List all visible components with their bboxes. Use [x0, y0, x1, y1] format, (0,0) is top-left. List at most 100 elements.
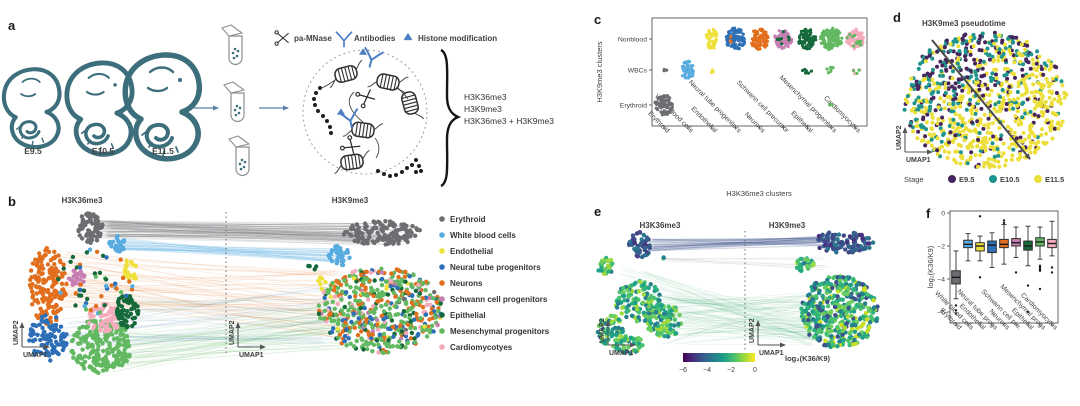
xtick-label: Neurons: [743, 111, 767, 135]
umap2-axis-label: UMAP2: [896, 125, 903, 150]
scissors-icon: [274, 30, 289, 46]
panel-a-schematic: E9.5 E10.5 E11.5 pa-MNase Antibodies Histone …: [1, 24, 554, 188]
embryo-drawing: [122, 52, 203, 162]
panel-d-title: H3K9me3 pseudotime: [922, 19, 1006, 28]
method-legend-histone-modification: Histone modification: [418, 34, 497, 43]
umap-title-h3k36me3: H3K36me3: [62, 196, 103, 205]
panel-f-letter: f: [926, 206, 931, 221]
outlier-dot: [1038, 287, 1042, 291]
x-axis-title: H3K36me3 clusters: [726, 189, 792, 198]
output-track-label: H3K36me3: [464, 92, 507, 102]
stage-swatch: [989, 175, 997, 183]
outlier-dot: [1002, 221, 1006, 225]
embryo-stage-label: E11.5: [152, 146, 174, 156]
legend-swatch: [439, 328, 445, 334]
legend-item-label: Cardiomycotyes: [450, 343, 513, 352]
stage-legend-title: Stage: [904, 175, 924, 184]
umap1-axis-label: UMAP1: [239, 352, 264, 359]
outlier-dot: [1038, 267, 1042, 271]
legend-swatch: [439, 312, 445, 318]
ytick-label: WBCs: [628, 68, 648, 75]
umap2-axis-label: UMAP2: [13, 320, 20, 345]
nucleosome-icon: [329, 59, 363, 89]
ytick-label: −2: [937, 244, 945, 251]
colorbar-tick-label: −2: [727, 367, 735, 374]
box: [975, 242, 985, 252]
outlier-dot: [1038, 269, 1042, 272]
panel-e-letter: e: [594, 204, 602, 219]
ytick-label: Erythroid: [620, 103, 647, 110]
legend-item-label: Erythroid: [450, 215, 486, 224]
embryo-stage-label: E9.5: [24, 146, 42, 156]
colorbar-tick-label: −4: [703, 367, 711, 374]
nucleosome-icon: [367, 73, 409, 91]
ytick-label: −4: [937, 277, 945, 284]
triangle-icon: [337, 108, 345, 115]
output-track-label: H3K9me3: [464, 104, 502, 114]
sample-tube: [228, 135, 251, 177]
nucleus-circle: [302, 49, 428, 175]
outlier-dot: [1038, 266, 1042, 269]
legend-item-label: Neural tube progenitors: [450, 263, 541, 272]
colorbar-tick-label: 0: [753, 367, 757, 374]
outlier-dot: [1050, 271, 1054, 274]
outlier-dot: [1014, 271, 1018, 274]
ytick-label: Nonblood: [618, 37, 647, 44]
xtick-label: Epithelial: [789, 110, 814, 135]
panel-b-letter: b: [8, 194, 16, 209]
legend-swatch: [439, 296, 445, 302]
outlier-dot: [954, 309, 958, 312]
umap1-axis-label: UMAP1: [609, 350, 634, 357]
legend-swatch: [439, 216, 445, 222]
outlier-dot: [1038, 264, 1042, 267]
outlier-dot: [1050, 266, 1054, 269]
nucleosome-icon: [395, 86, 425, 120]
box: [987, 240, 997, 254]
antibody-icon: [364, 46, 384, 68]
y-axis-title: log₂(K36/K9): [926, 245, 935, 288]
umap1-axis-label: UMAP1: [906, 157, 931, 164]
stage-swatch: [948, 175, 956, 183]
panel-a-letter: a: [8, 18, 16, 33]
panel-c-letter: c: [594, 12, 602, 27]
legend-swatch: [439, 344, 445, 350]
y-axis-title: H3K9me3 clusters: [595, 41, 604, 103]
colorbar-tick-label: −6: [679, 367, 687, 374]
stage-label: E10.5: [1000, 175, 1020, 184]
method-legend-pa-mnase: pa-MNase: [294, 34, 332, 43]
outlier-dot: [1026, 284, 1030, 287]
stage-label: E11.5: [1045, 175, 1064, 184]
legend-item-label: White blood cells: [450, 231, 516, 240]
umap-title-h3k36me3: H3K36me3: [640, 221, 681, 230]
triangle-icon: [359, 48, 367, 55]
panel-b-umap-pair: H3K36me3 H3K9me3UMAP2UMAP1UMAP2UMAP1Eryth…: [13, 196, 550, 375]
outlier-dot: [954, 312, 958, 315]
embryo-drawing: [64, 60, 135, 157]
legend-item-label: Endothelial: [450, 247, 493, 256]
legend-item-label: Mesenchymal progenitors: [450, 327, 550, 336]
umap2-axis-label: UMAP2: [749, 318, 756, 343]
legend-swatch: [439, 264, 445, 270]
legend-item-label: Neurons: [450, 279, 483, 288]
method-legend-antibodies: Antibodies: [354, 34, 396, 43]
scissors-icon: [339, 135, 361, 156]
embryo-drawing: [1, 67, 62, 150]
legend-swatch: [439, 232, 445, 238]
pseudotime-arrow: [931, 39, 1031, 160]
umap1-axis-label: UMAP1: [759, 350, 784, 357]
legend-swatch: [439, 280, 445, 286]
legend-item-label: Schwann cell progenitors: [450, 295, 548, 304]
umap-title-h3k9me3: H3K9me3: [769, 221, 806, 230]
antibody-icon: [338, 108, 359, 129]
umap2-axis-label: UMAP2: [229, 320, 236, 345]
brace: [440, 48, 462, 188]
umap-title-h3k9me3: H3K9me3: [332, 196, 369, 205]
scissors-icon: [355, 89, 376, 109]
sample-tube: [221, 24, 244, 66]
ytick-label: 0: [941, 211, 945, 218]
colorbar-label: log₂(K36/K9): [785, 354, 831, 363]
